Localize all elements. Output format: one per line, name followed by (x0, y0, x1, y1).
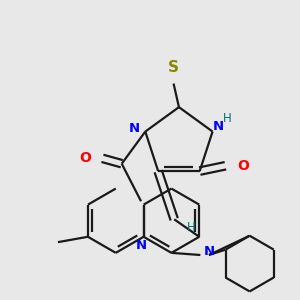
Text: N: N (129, 122, 140, 135)
Text: O: O (238, 159, 250, 173)
Text: H: H (187, 221, 196, 234)
Text: N: N (203, 245, 214, 258)
Text: S: S (168, 60, 179, 75)
Text: O: O (80, 152, 91, 165)
Text: H: H (223, 112, 232, 125)
Text: N: N (212, 120, 224, 133)
Text: N: N (136, 239, 147, 252)
